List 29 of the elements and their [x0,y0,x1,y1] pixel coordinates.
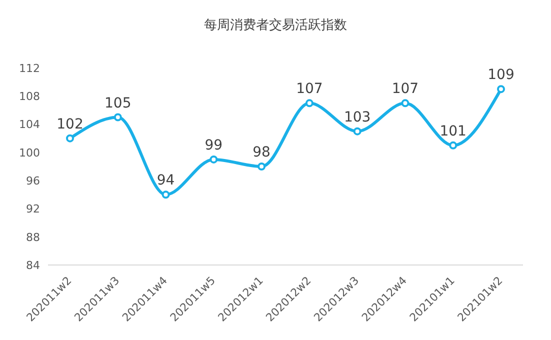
point [401,99,410,108]
data-label: 107 [392,81,419,98]
data-label: 101 [440,123,466,140]
y-tick-label: 108 [19,90,40,104]
data-label: 105 [104,95,132,112]
point [497,85,505,94]
point [305,99,314,108]
data-label: 94 [156,172,175,189]
point [353,127,362,136]
y-tick-label: 96 [26,174,40,188]
point [66,134,74,142]
y-tick-label: 112 [19,62,40,75]
point [114,113,122,122]
point [210,155,218,164]
point [449,141,458,150]
y-tick-label: 84 [26,258,40,272]
chart-title: 每周消费者交易活跃指数 [203,17,348,35]
point [162,190,170,199]
data-label: 109 [488,67,514,84]
y-tick-label: 88 [26,230,40,244]
y-tick-label: 92 [26,202,40,216]
data-label: 98 [252,144,270,160]
data-label: 107 [296,81,323,98]
y-tick-label: 104 [19,118,40,132]
data-label: 103 [344,109,371,126]
data-label: 102 [56,116,84,132]
data-label: 99 [204,137,223,154]
y-tick-label: 100 [19,146,40,160]
point [258,162,266,170]
